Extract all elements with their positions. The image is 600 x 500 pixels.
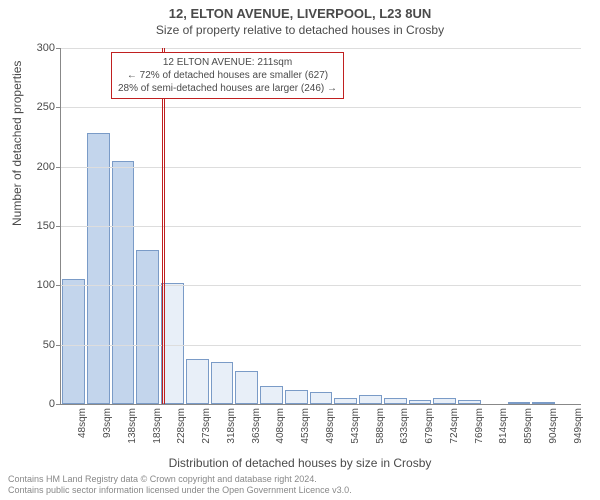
callout-line3: 28% of semi-detached houses are larger (… [118,82,337,95]
grid-line [61,167,581,168]
x-tick-label: 949sqm [573,408,584,444]
x-tick-label: 318sqm [226,408,237,444]
bar [359,395,382,404]
x-tick-label: 588sqm [375,408,386,444]
title-main: 12, ELTON AVENUE, LIVERPOOL, L23 8UN [0,0,600,21]
bar [532,402,555,404]
bar [260,386,283,404]
y-tick-label: 100 [25,279,61,291]
bar [235,371,258,404]
x-tick-label: 543sqm [350,408,361,444]
bar [310,392,333,404]
x-tick-label: 859sqm [523,408,534,444]
x-tick-label: 93sqm [102,408,113,438]
bar [112,161,135,404]
footer-line2: Contains public sector information licen… [8,485,352,497]
x-axis-label: Distribution of detached houses by size … [0,456,600,470]
bar [384,398,407,404]
marker-line [162,48,163,404]
bar [62,279,85,404]
grid-line [61,107,581,108]
x-tick-label: 363sqm [251,408,262,444]
x-tick-label: 724sqm [449,408,460,444]
grid-line [61,285,581,286]
plot-area: 05010015020025030048sqm93sqm138sqm183sqm… [60,48,581,405]
x-tick-label: 138sqm [127,408,138,444]
footer-line1: Contains HM Land Registry data © Crown c… [8,474,352,486]
bar [87,133,110,404]
x-tick-label: 769sqm [474,408,485,444]
bar [458,400,481,404]
callout-line1: 12 ELTON AVENUE: 211sqm [118,56,337,69]
x-tick-label: 453sqm [300,408,311,444]
title-sub: Size of property relative to detached ho… [0,21,600,37]
y-tick-label: 250 [25,101,61,113]
x-tick-label: 228sqm [176,408,187,444]
bar [186,359,209,404]
bar [409,400,432,404]
x-tick-label: 498sqm [325,408,336,444]
y-tick-label: 50 [25,339,61,351]
y-tick-label: 150 [25,220,61,232]
bar [211,362,234,404]
bar [334,398,357,404]
x-tick-label: 183sqm [152,408,163,444]
bar [433,398,456,404]
x-tick-label: 408sqm [275,408,286,444]
callout-line2: ← 72% of detached houses are smaller (62… [118,69,337,82]
x-tick-label: 679sqm [424,408,435,444]
bar [136,250,159,404]
y-tick-label: 200 [25,161,61,173]
bar [508,402,531,404]
y-tick-label: 300 [25,42,61,54]
bar [285,390,308,404]
y-tick-label: 0 [25,398,61,410]
grid-line [61,345,581,346]
x-tick-label: 273sqm [201,408,212,444]
x-tick-label: 904sqm [548,408,559,444]
footer: Contains HM Land Registry data © Crown c… [8,474,352,497]
grid-line [61,226,581,227]
marker-line [164,48,165,404]
callout-box: 12 ELTON AVENUE: 211sqm← 72% of detached… [111,52,344,99]
chart-container: 12, ELTON AVENUE, LIVERPOOL, L23 8UN Siz… [0,0,600,500]
x-tick-label: 48sqm [77,408,88,438]
x-tick-label: 633sqm [399,408,410,444]
y-axis-label: Number of detached properties [10,61,24,226]
x-tick-label: 814sqm [498,408,509,444]
grid-line [61,48,581,49]
